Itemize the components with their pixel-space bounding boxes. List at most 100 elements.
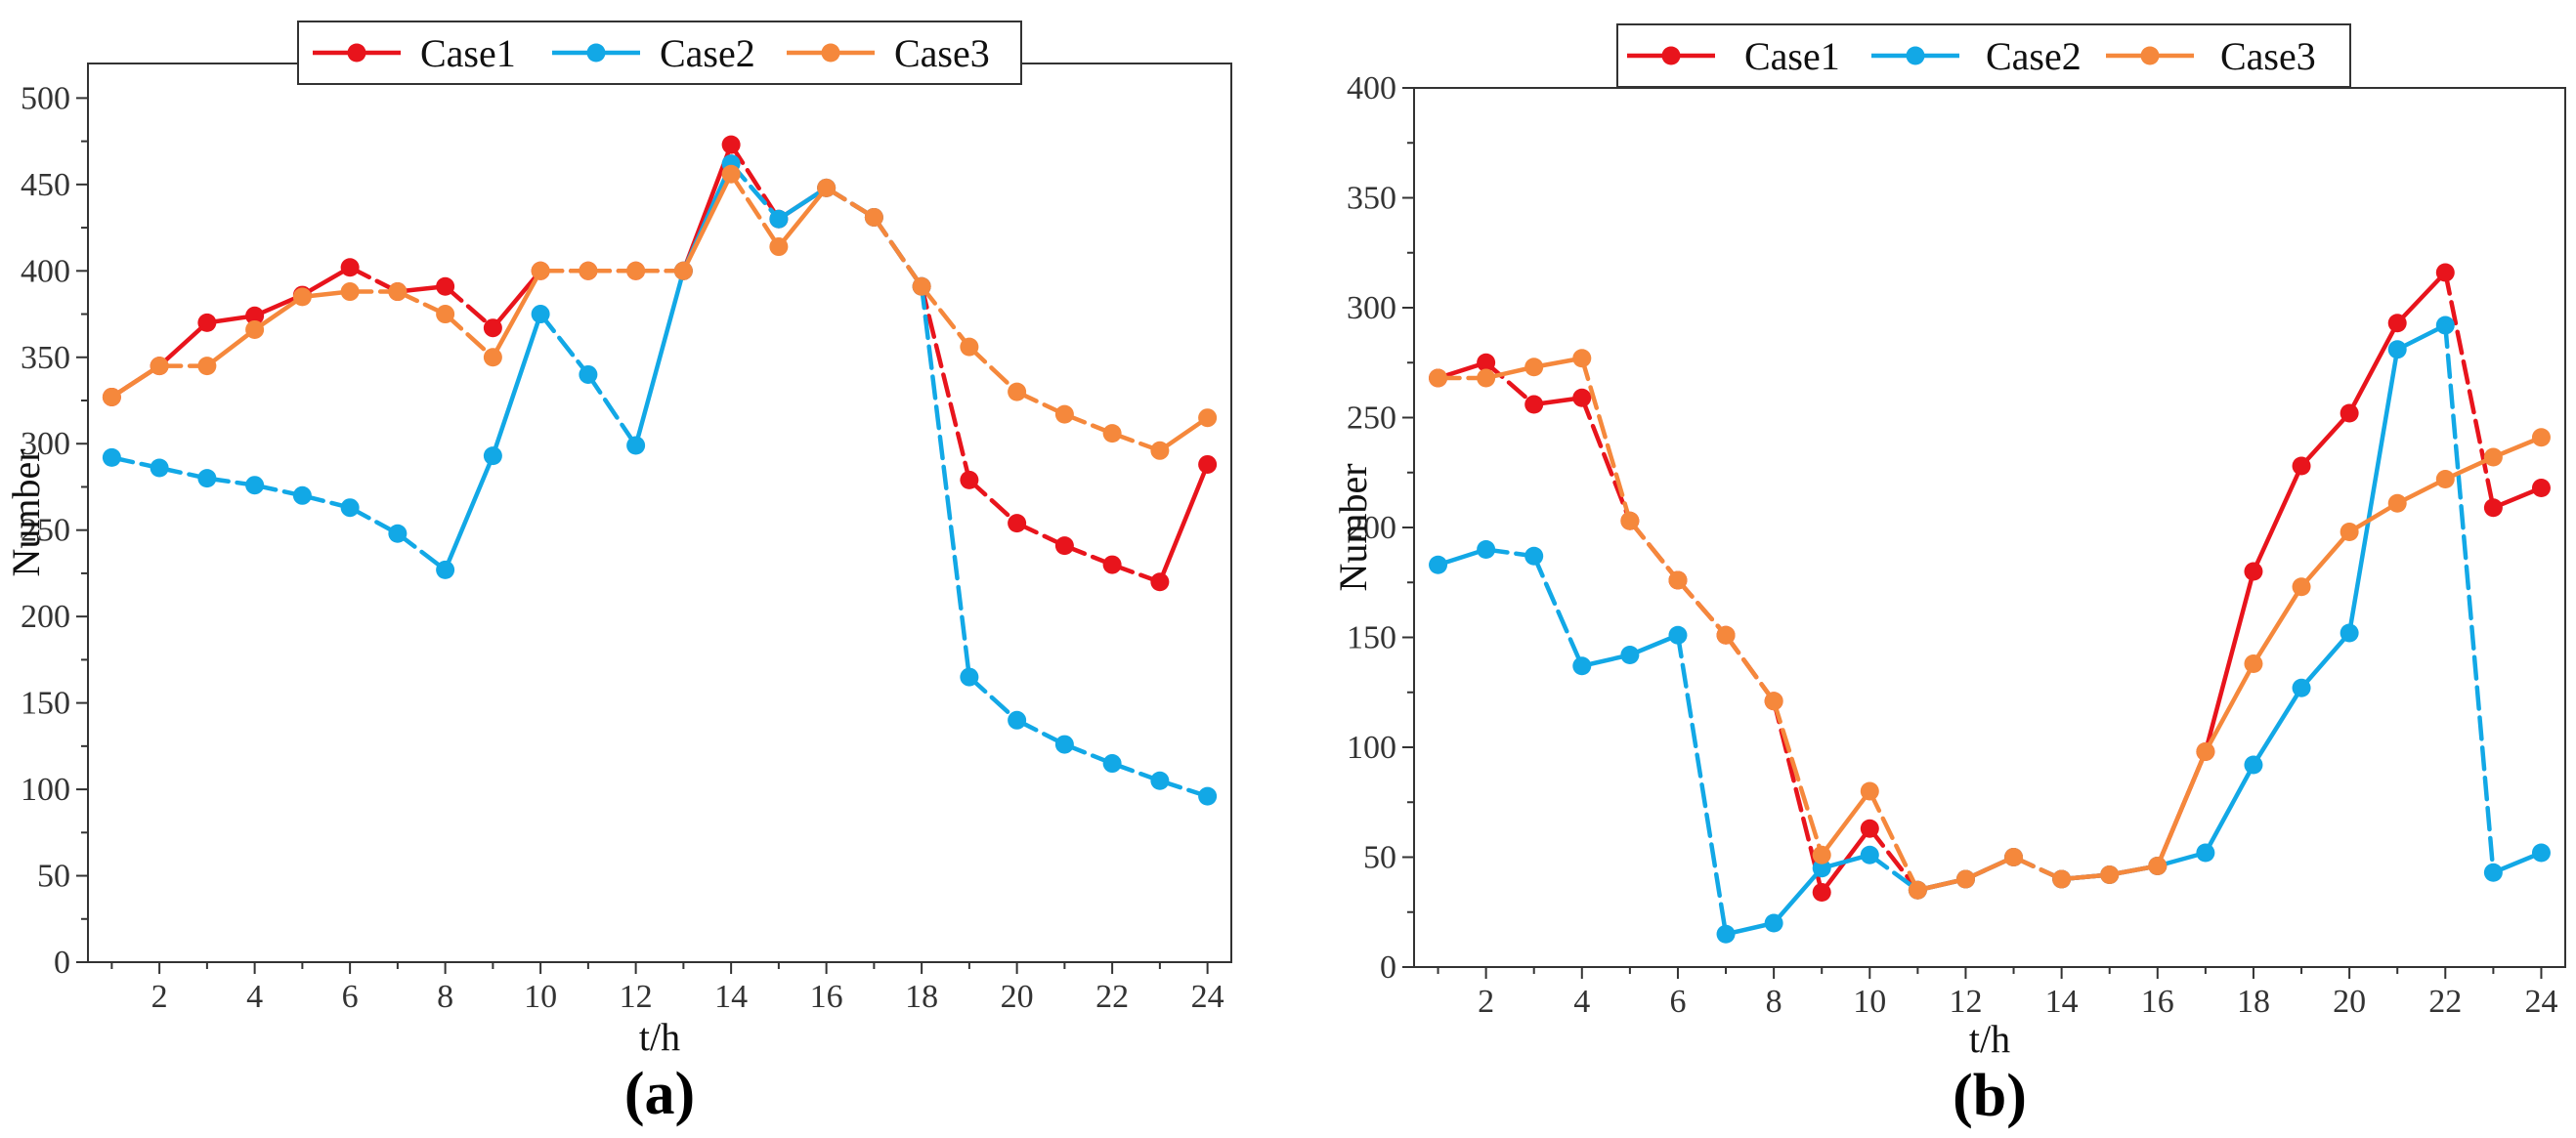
series-segment bbox=[491, 269, 543, 330]
series-segment bbox=[919, 283, 972, 350]
data-point bbox=[1198, 786, 1218, 806]
x-tick-label: 4 bbox=[1573, 984, 1590, 1020]
legend-swatch-marker bbox=[586, 43, 606, 63]
data-point bbox=[1008, 382, 1027, 401]
legend-label-case3: Case3 bbox=[894, 31, 990, 75]
data-point bbox=[1054, 735, 1074, 754]
data-point bbox=[2292, 678, 2311, 697]
plot-frame bbox=[87, 63, 1232, 963]
legend-box bbox=[1616, 23, 2351, 88]
series-segment bbox=[2346, 501, 2400, 534]
y-tick-label: 100 bbox=[21, 772, 70, 808]
series-segment bbox=[2251, 463, 2304, 574]
data-point bbox=[292, 485, 312, 505]
series-segment bbox=[2346, 320, 2400, 416]
legend-swatch-marker bbox=[2140, 46, 2160, 65]
data-point bbox=[1524, 546, 1544, 566]
data-point bbox=[1477, 540, 1496, 559]
x-tick-label: 12 bbox=[1949, 984, 1982, 1020]
data-point bbox=[2148, 857, 2168, 875]
series-segment bbox=[1771, 698, 1825, 858]
data-point bbox=[1198, 454, 1218, 474]
data-point bbox=[960, 337, 979, 357]
data-point bbox=[721, 135, 741, 154]
data-point bbox=[2387, 493, 2407, 513]
data-point bbox=[1572, 656, 1592, 676]
series-segment bbox=[1531, 554, 1585, 668]
data-point bbox=[150, 357, 169, 376]
data-point bbox=[1102, 424, 1122, 443]
x-tick-label: 18 bbox=[905, 979, 938, 1015]
y-tick-label: 400 bbox=[21, 253, 70, 289]
series-segment bbox=[109, 363, 162, 400]
data-point bbox=[2531, 479, 2551, 497]
series-segment bbox=[491, 269, 543, 360]
data-point bbox=[579, 261, 598, 280]
x-tick-label: 10 bbox=[1853, 984, 1886, 1020]
data-point bbox=[2387, 340, 2407, 359]
data-point bbox=[2340, 403, 2359, 423]
data-point bbox=[1668, 570, 1688, 590]
data-point bbox=[436, 560, 455, 579]
series-segment bbox=[2346, 347, 2400, 636]
y-tick-label: 0 bbox=[54, 945, 70, 981]
data-point bbox=[1054, 536, 1074, 556]
data-point bbox=[1524, 395, 1544, 414]
series-segment bbox=[633, 269, 686, 448]
series-segment bbox=[966, 674, 1019, 723]
data-point bbox=[1008, 514, 1027, 533]
y-axis-title: Number bbox=[4, 448, 48, 576]
series-segment bbox=[1675, 577, 1729, 638]
panel-label: (b) bbox=[1953, 1063, 2027, 1129]
y-tick-label: 450 bbox=[21, 167, 70, 203]
y-tick-label: 300 bbox=[21, 426, 70, 462]
data-point bbox=[960, 667, 979, 687]
data-point bbox=[1524, 358, 1544, 377]
data-point bbox=[197, 357, 217, 376]
legend-label-case1: Case1 bbox=[420, 31, 516, 75]
data-point bbox=[2196, 742, 2215, 761]
data-point bbox=[245, 476, 265, 495]
data-point bbox=[1716, 625, 1736, 645]
legend-box bbox=[297, 21, 1022, 85]
x-tick-label: 22 bbox=[1095, 979, 1129, 1015]
x-tick-label: 8 bbox=[437, 979, 453, 1015]
x-axis-title: t/h bbox=[1969, 1017, 2010, 1061]
series-segment bbox=[443, 283, 495, 330]
series-segment bbox=[1723, 633, 1777, 703]
series-segment bbox=[776, 186, 829, 222]
data-point bbox=[340, 498, 360, 518]
y-tick-label: 150 bbox=[21, 686, 70, 722]
series-segment bbox=[1579, 356, 1633, 524]
data-point bbox=[1150, 771, 1170, 790]
data-point bbox=[1477, 353, 1496, 372]
data-point bbox=[673, 261, 693, 280]
series-segment bbox=[1819, 788, 1872, 858]
y-tick-label: 400 bbox=[1347, 70, 1396, 106]
legend-swatch-marker bbox=[347, 43, 366, 63]
series-segment bbox=[966, 344, 1019, 395]
series-case2 bbox=[102, 154, 1218, 806]
data-point bbox=[2435, 263, 2455, 282]
series-segment bbox=[728, 171, 782, 249]
data-point bbox=[340, 258, 360, 277]
data-point bbox=[1572, 388, 1592, 407]
series-segment bbox=[252, 294, 305, 332]
series-segment bbox=[1483, 360, 1536, 407]
series-segment bbox=[1579, 396, 1633, 524]
data-point bbox=[1955, 869, 1975, 889]
legend-label-case2: Case2 bbox=[1986, 34, 2082, 78]
series-segment bbox=[2203, 661, 2256, 754]
series-segment bbox=[156, 320, 210, 368]
series-segment bbox=[443, 453, 495, 572]
legend-swatch-marker bbox=[1661, 46, 1681, 65]
data-point bbox=[2531, 428, 2551, 447]
data-point bbox=[436, 276, 455, 296]
y-tick-label: 0 bbox=[1380, 949, 1396, 986]
data-point bbox=[531, 305, 550, 324]
series-segment bbox=[1771, 865, 1825, 926]
data-point bbox=[483, 318, 502, 338]
legend-swatch-marker bbox=[1906, 46, 1925, 65]
data-point bbox=[2531, 843, 2551, 863]
